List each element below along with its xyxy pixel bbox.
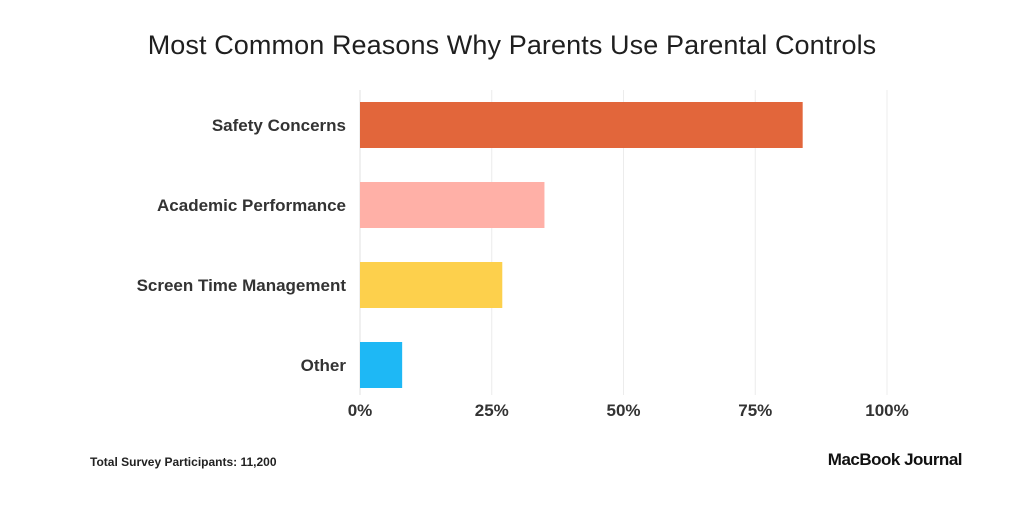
survey-participants-note: Total Survey Participants: 11,200 bbox=[90, 455, 277, 469]
bar bbox=[360, 102, 803, 148]
bar bbox=[360, 262, 503, 308]
x-tick-label: 25% bbox=[475, 401, 509, 420]
bar bbox=[360, 182, 545, 228]
chart-title: Most Common Reasons Why Parents Use Pare… bbox=[147, 30, 877, 60]
x-tick-label: 0% bbox=[348, 401, 373, 420]
x-tick-label: 100% bbox=[865, 401, 908, 420]
brand-logo: MacBook Journal bbox=[827, 450, 963, 469]
category-label: Screen Time Management bbox=[137, 276, 347, 295]
category-label: Academic Performance bbox=[157, 196, 346, 215]
category-label: Other bbox=[301, 356, 347, 375]
bar bbox=[360, 342, 403, 388]
category-label: Safety Concerns bbox=[212, 116, 346, 135]
x-tick-label: 75% bbox=[738, 401, 772, 420]
x-tick-label: 50% bbox=[606, 401, 640, 420]
